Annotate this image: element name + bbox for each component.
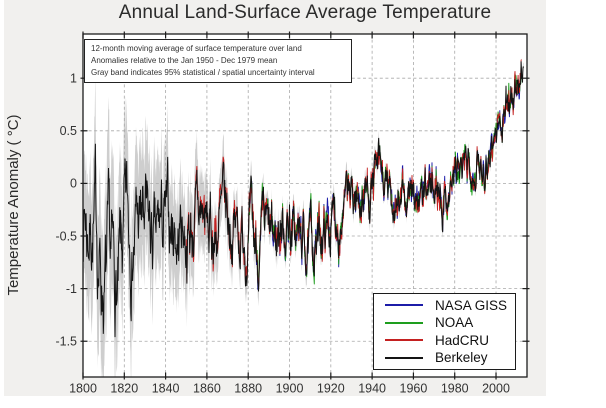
legend-label-hadcru: HadCRU — [435, 332, 490, 348]
x-tick-label: 1820 — [110, 382, 138, 396]
legend-entry-berkeley: Berkeley — [374, 349, 515, 366]
legend-line-berkeley-icon — [385, 356, 423, 359]
x-tick-label: 1800 — [69, 382, 97, 396]
y-tick-label: -0.5 — [55, 229, 77, 243]
y-tick-label: 1 — [70, 71, 77, 85]
x-tick-label: 1940 — [358, 382, 386, 396]
x-tick-label: 1920 — [317, 382, 345, 396]
plot-frame — [82, 33, 528, 378]
x-tick-label: 1880 — [234, 382, 262, 396]
y-tick-label: 0 — [70, 177, 77, 191]
legend-line-hadcru-icon — [385, 339, 423, 342]
annotation-line-3: Gray band indicates 95% statistical / sp… — [91, 68, 315, 77]
y-tick-label: -1 — [66, 282, 77, 296]
y-tick-label: -1.5 — [55, 335, 77, 349]
chart-title: Annual Land-Surface Average Temperature — [118, 2, 492, 23]
y-axis-label: Temperature Anomaly ( °C) — [5, 114, 22, 296]
x-tick-label: 1960 — [400, 382, 428, 396]
x-tick-label: 1840 — [152, 382, 180, 396]
legend-entry-hadcru: HadCRU — [374, 332, 515, 349]
y-tick-label: 0.5 — [60, 124, 77, 138]
series-line-berkeley — [83, 61, 525, 338]
legend-entry-nasa-giss: NASA GISS — [374, 297, 515, 314]
x-tick-label: 1980 — [441, 382, 469, 396]
annotation-line-2: Anomalies relative to the Jan 1950 - Dec… — [91, 56, 278, 65]
legend-label-berkeley: Berkeley — [435, 350, 488, 366]
legend: NASA GISS NOAA HadCRU Berkeley — [373, 293, 516, 370]
legend-line-noaa-icon — [385, 321, 423, 324]
legend-label-noaa: NOAA — [435, 315, 474, 331]
annotation-box: 12-month moving average of surface tempe… — [84, 39, 352, 83]
annotation-line-1: 12-month moving average of surface tempe… — [91, 44, 302, 53]
x-tick-label: 1900 — [276, 382, 304, 396]
x-tick-label: 2000 — [482, 382, 510, 396]
legend-entry-noaa: NOAA — [374, 314, 515, 331]
legend-label-nasa-giss: NASA GISS — [435, 297, 508, 313]
x-tick-label: 1860 — [193, 382, 221, 396]
legend-line-nasa-giss-icon — [385, 304, 423, 307]
